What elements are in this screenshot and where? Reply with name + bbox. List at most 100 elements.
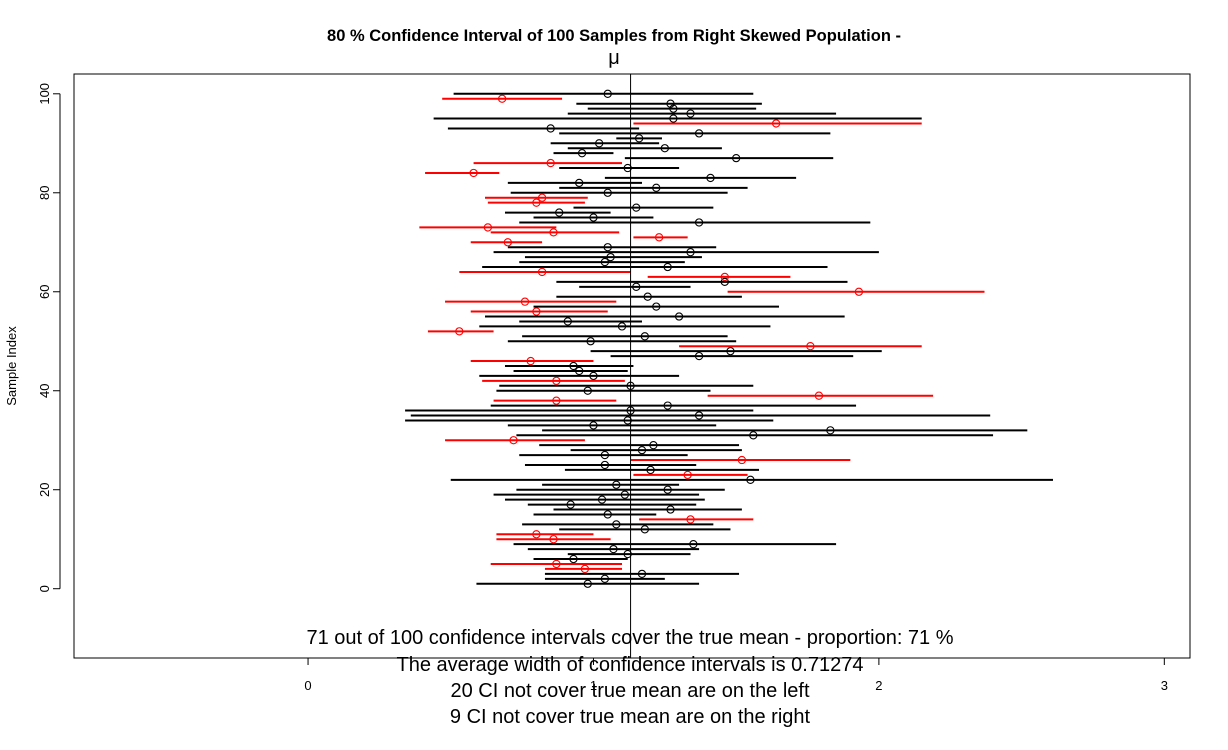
ci-mean-point-62 <box>720 277 729 287</box>
ci-mean-point-9 <box>689 540 698 549</box>
ci-mean-point-94 <box>771 119 781 128</box>
ci-mean-point-23 <box>683 470 692 480</box>
summary-left-miss-text: 20 CI not cover true mean are on the lef… <box>450 680 810 702</box>
summary-width-text: The average width of confidence interval… <box>396 654 864 676</box>
ci-mean-point-39 <box>814 391 824 400</box>
y-tick-label-80: 80 <box>37 186 52 200</box>
ci-mean-point-89 <box>660 144 669 153</box>
ci-mean-point-17 <box>566 500 575 509</box>
ci-mean-point-32 <box>826 426 835 435</box>
ci-mean-point-87 <box>732 153 741 163</box>
ci-mean-point-83 <box>706 173 715 183</box>
ci-mean-point-31 <box>749 431 758 440</box>
ci-mean-point-8 <box>609 544 618 554</box>
ci-mean-point-1 <box>583 579 592 588</box>
ci-mean-point-2 <box>600 574 610 583</box>
ci-mean-point-59 <box>643 292 652 301</box>
ci-mean-point-33 <box>589 421 598 430</box>
ci-mean-point-34 <box>623 416 632 425</box>
ci-mean-point-40 <box>583 386 592 395</box>
ci-mean-point-92 <box>694 129 704 138</box>
ci-mean-point-53 <box>617 322 627 331</box>
ci-mean-point-65 <box>663 262 672 272</box>
x-tick-label-3: 3 <box>1161 678 1168 693</box>
ci-mean-point-68 <box>686 248 695 257</box>
ci-mean-point-91 <box>634 134 644 143</box>
ci-mean-point-71 <box>654 233 664 242</box>
ci-mean-point-96 <box>686 109 695 118</box>
ci-mean-point-21 <box>612 480 621 489</box>
ci-mean-point-6 <box>569 554 578 564</box>
ci-mean-point-49 <box>806 342 815 351</box>
ci-mean-point-93 <box>546 124 555 133</box>
ci-mean-point-11 <box>532 530 541 539</box>
ci-mean-point-77 <box>632 203 641 212</box>
summary-coverage-text: 71 out of 100 confidence intervals cover… <box>306 627 954 649</box>
ci-mean-point-25 <box>600 460 610 470</box>
y-tick-label-0: 0 <box>37 585 52 592</box>
ci-mean-point-95 <box>669 114 678 123</box>
ci-mean-point-24 <box>646 465 655 475</box>
ci-mean-point-7 <box>623 549 632 559</box>
ci-mean-point-100 <box>603 89 612 98</box>
ci-mean-point-16 <box>666 505 675 514</box>
ci-mean-point-26 <box>737 455 747 465</box>
ci-mean-point-10 <box>549 535 558 544</box>
ci-mean-point-20 <box>663 485 672 494</box>
x-tick-label-1: 1 <box>590 678 597 693</box>
ci-mean-point-18 <box>597 495 607 504</box>
ci-mean-point-74 <box>694 218 704 227</box>
ci-mean-point-73 <box>483 223 493 232</box>
ci-mean-point-99 <box>497 94 507 103</box>
ci-mean-point-75 <box>589 213 598 222</box>
ci-mean-point-82 <box>575 178 584 188</box>
y-tick-label-20: 20 <box>37 482 52 496</box>
ci-mean-point-84 <box>469 168 478 178</box>
ci-mean-point-13 <box>612 520 621 529</box>
ci-mean-point-3 <box>637 569 647 579</box>
y-tick-label-60: 60 <box>37 285 52 299</box>
chart-title-mu-symbol: μ <box>608 47 620 69</box>
x-tick-label-2: 2 <box>875 678 882 693</box>
ci-mean-point-76 <box>555 208 564 217</box>
ci-mean-point-54 <box>563 317 572 326</box>
axes-layer: 0 20 40 60 80 100 Sample Index 0 1 2 3 <box>4 83 1168 693</box>
ci-mean-point-50 <box>586 337 595 346</box>
ci-mean-point-55 <box>674 312 684 321</box>
y-tick-label-100: 100 <box>37 83 52 105</box>
ci-mean-point-28 <box>637 445 647 455</box>
ci-mean-point-85 <box>623 163 632 173</box>
ci-mean-point-29 <box>649 441 658 450</box>
ci-mean-point-90 <box>595 139 604 148</box>
ci-mean-point-78 <box>532 198 541 207</box>
x-tick-label-0: 0 <box>304 678 311 693</box>
ci-mean-point-4 <box>580 564 590 574</box>
ci-mean-point-12 <box>640 525 649 534</box>
ci-mean-point-63 <box>720 272 729 282</box>
ci-mean-point-70 <box>503 238 512 247</box>
ci-mean-point-86 <box>546 158 555 168</box>
ci-mean-point-69 <box>603 243 612 252</box>
ci-mean-point-44 <box>575 366 584 376</box>
ci-mean-point-35 <box>694 411 704 420</box>
ci-mean-point-42 <box>552 376 561 385</box>
ci-mean-point-43 <box>589 371 598 381</box>
ci-mean-point-46 <box>526 356 535 366</box>
ci-mean-point-27 <box>600 450 610 460</box>
ci-mean-point-47 <box>694 351 704 361</box>
chart-title: 80 % Confidence Interval of 100 Samples … <box>327 27 901 45</box>
y-axis-label: Sample Index <box>4 326 19 406</box>
ci-mean-point-48 <box>726 347 735 356</box>
summary-right-miss-text: 9 CI not cover true mean are on the righ… <box>449 706 811 728</box>
ci-mean-point-14 <box>686 515 695 524</box>
ci-mean-point-66 <box>600 257 610 267</box>
ci-mean-point-80 <box>603 188 612 197</box>
ci-mean-point-22 <box>746 475 755 484</box>
ci-mean-point-81 <box>652 183 661 192</box>
ci-mean-point-64 <box>537 267 547 277</box>
ci-mean-point-37 <box>663 401 672 410</box>
ci-mean-point-30 <box>509 436 518 445</box>
y-tick-label-40: 40 <box>37 384 52 398</box>
ci-mean-point-45 <box>569 361 578 371</box>
